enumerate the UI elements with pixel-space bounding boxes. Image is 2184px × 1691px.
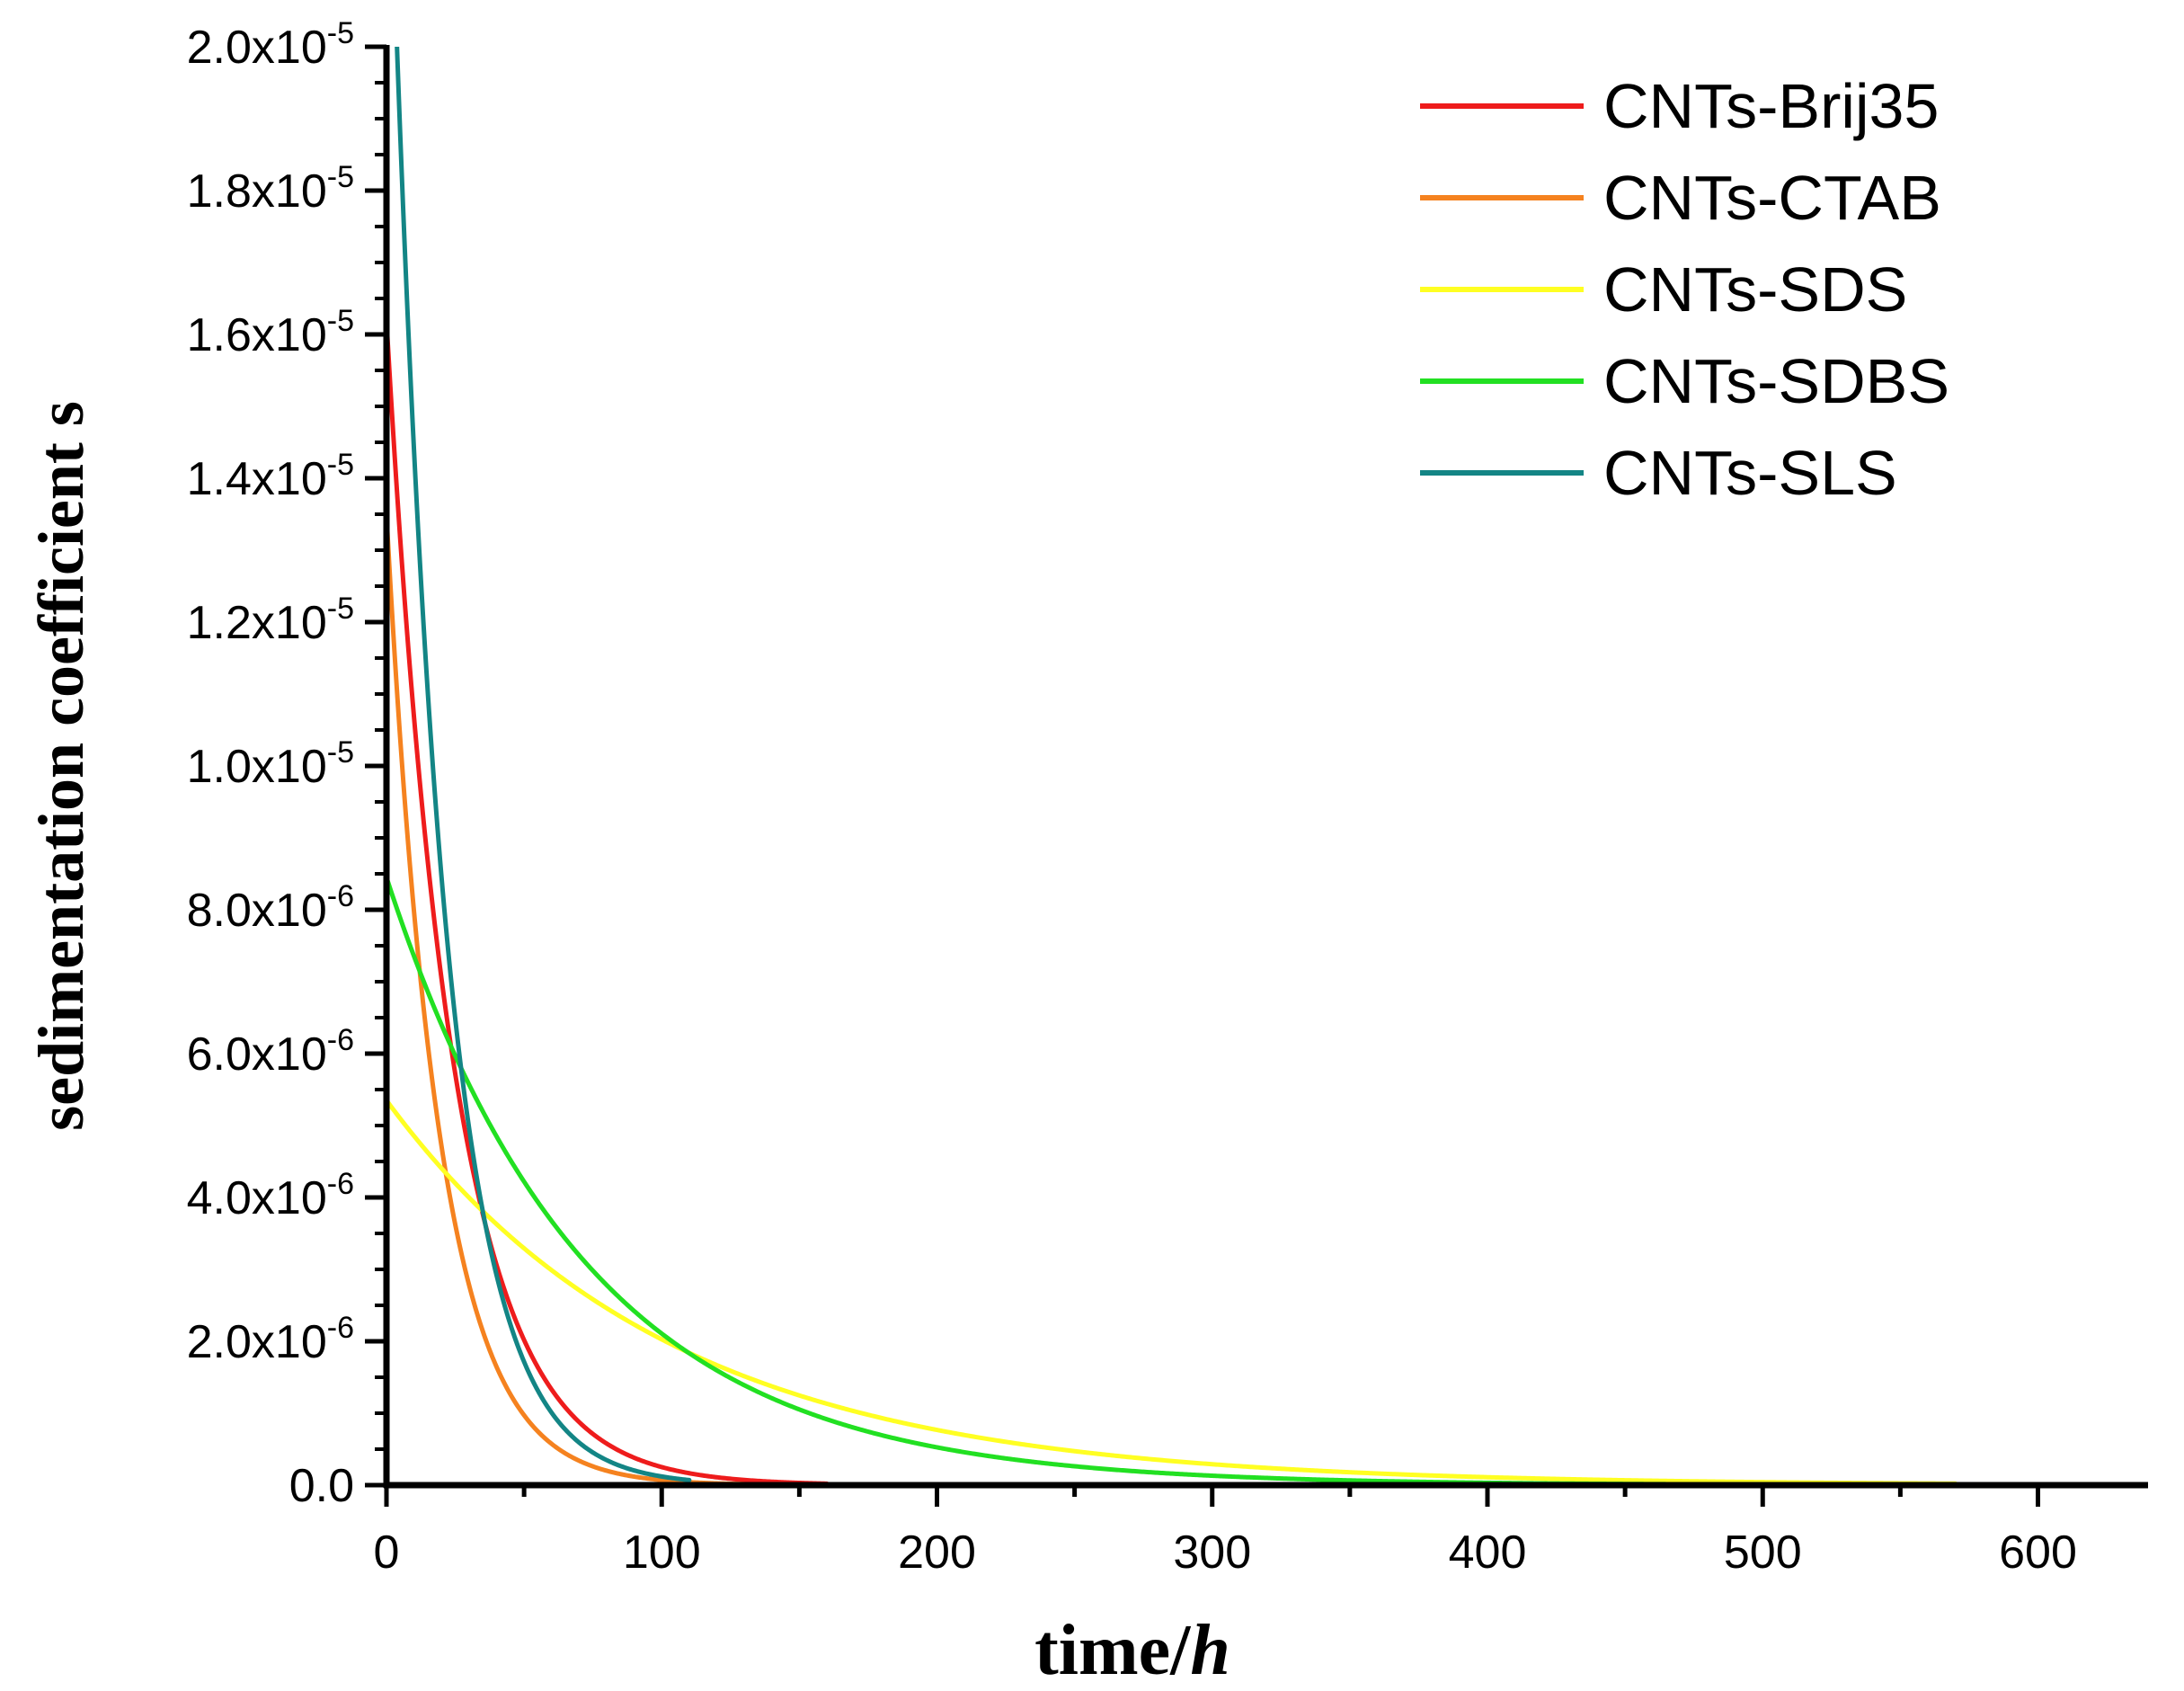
x-axis-title-unit: h <box>1190 1611 1230 1690</box>
y-tick-label-2: 4.0x10-6 <box>187 1167 354 1224</box>
series-line-cnts-ctab <box>386 512 747 1485</box>
x-axis-title: time/h <box>1034 1611 1230 1690</box>
legend: CNTs-Brij35 CNTs-CTAB CNTs-SDS CNTs-SDBS CNT… <box>1420 71 1949 508</box>
x-tick-label-3: 300 <box>1173 1526 1251 1579</box>
y-axis-title: sedimentation coefficient s <box>25 401 97 1131</box>
x-tick-label-1: 100 <box>623 1526 701 1579</box>
series-line-cnts-sdbs <box>386 875 1931 1485</box>
y-tick-label-3: 6.0x10-6 <box>187 1023 354 1081</box>
legend-label-3: CNTs-SDBS <box>1603 346 1949 416</box>
y-tick-label-7: 1.4x10-5 <box>187 448 354 505</box>
x-tick-label-6: 600 <box>1999 1526 2077 1579</box>
x-tick-label-4: 400 <box>1449 1526 1527 1579</box>
y-tick-label-6: 1.2x10-5 <box>187 592 354 649</box>
legend-label-2: CNTs-SDS <box>1603 254 1907 325</box>
y-tick-label-4: 8.0x10-6 <box>187 879 354 937</box>
series-line-cnts-sls <box>395 47 692 1482</box>
ticks-layer: 0 100 200 300 400 500 600 0.0 2.0x10-6 4.0x10-6 6.… <box>187 16 2077 1579</box>
x-axis-title-main: time/ <box>1034 1611 1192 1690</box>
y-tick-label-10: 2.0x10-5 <box>187 16 354 74</box>
legend-label-4: CNTs-SLS <box>1603 438 1897 508</box>
y-tick-label-9: 1.8x10-5 <box>187 160 354 218</box>
y-tick-label-5: 1.0x10-5 <box>187 735 354 793</box>
series-line-cnts-sds <box>386 1098 1958 1485</box>
y-tick-label-1: 2.0x10-6 <box>187 1311 354 1368</box>
y-tick-label-0: 0.0 <box>289 1460 354 1512</box>
x-tick-label-2: 200 <box>898 1526 976 1579</box>
legend-label-0: CNTs-Brij35 <box>1603 71 1939 141</box>
x-tick-label-5: 500 <box>1724 1526 1802 1579</box>
y-tick-label-8: 1.6x10-5 <box>187 304 354 361</box>
series-line-cnts-brij35 <box>386 317 830 1485</box>
x-tick-label-0: 0 <box>374 1526 400 1579</box>
legend-label-1: CNTs-CTAB <box>1603 163 1941 233</box>
